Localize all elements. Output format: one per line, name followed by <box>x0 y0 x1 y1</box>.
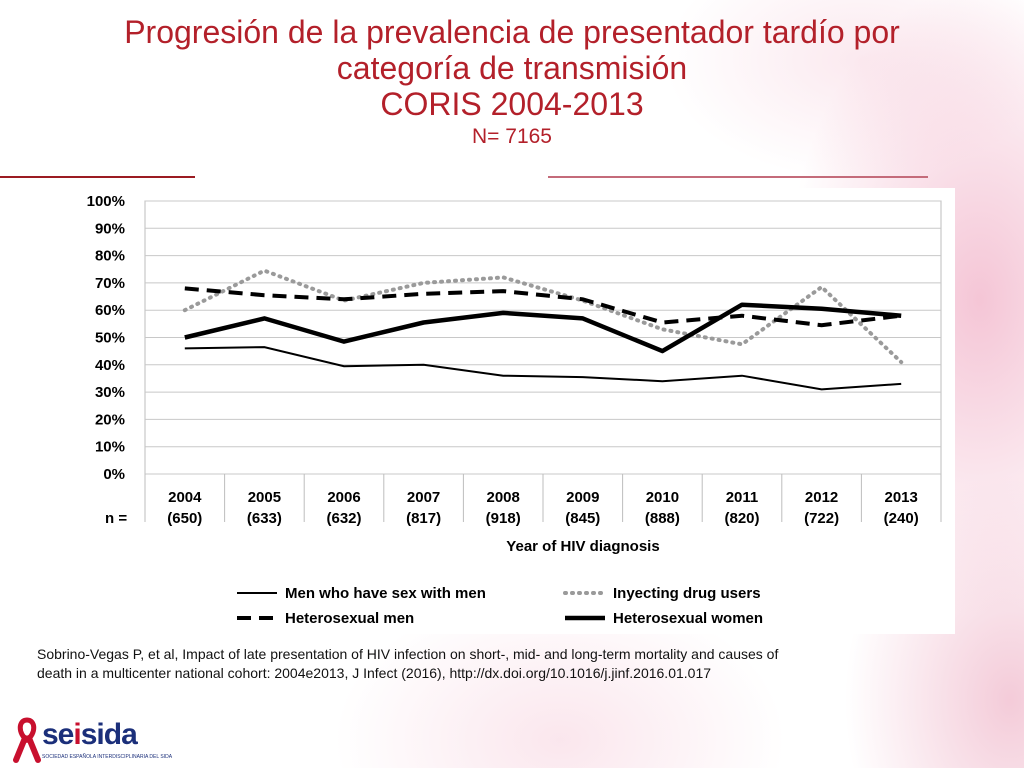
logo-subtext: SOCIEDAD ESPAÑOLA INTERDISCIPLINARIA DEL… <box>42 754 173 760</box>
chart-panel: 0% 10% 20% 30% 40% 50% 60% 70% 80% 90% 100% 2004 (65… <box>47 188 955 634</box>
n-prefix-label: n = <box>105 510 127 527</box>
x-tick-label: 2007 <box>407 489 440 506</box>
x-tick-label: 2010 <box>646 489 679 506</box>
series-line-3 <box>184 286 902 328</box>
y-tick-label: 20% <box>95 411 125 428</box>
x-axis-title: Year of HIV diagnosis <box>506 538 659 555</box>
x-tick-n-label: (817) <box>406 510 441 527</box>
logo-wordmark: seisida <box>42 718 138 752</box>
legend-label-4: Heterosexual women <box>613 610 763 627</box>
title-rule-right <box>548 176 928 178</box>
y-tick-label: 90% <box>95 220 125 237</box>
logo-text-part-1: se <box>42 718 74 751</box>
x-tick-n-label: (722) <box>804 510 839 527</box>
seisida-logo: seisida SOCIEDAD ESPAÑOLA INTERDISCIPLIN… <box>12 714 172 764</box>
slide-title: Progresión de la prevalencia de presenta… <box>0 14 1024 150</box>
x-tick-n-label: (632) <box>326 510 361 527</box>
citation: Sobrino-Vegas P, et al, Impact of late p… <box>37 645 967 683</box>
citation-line-2: death in a multicenter national cohort: … <box>37 665 712 681</box>
title-line-1: Progresión de la prevalencia de presenta… <box>124 14 900 50</box>
y-tick-label: 100% <box>87 193 125 210</box>
y-tick-label: 50% <box>95 330 125 347</box>
legend-label-3: Heterosexual men <box>285 610 414 627</box>
line-chart: 0% 10% 20% 30% 40% 50% 60% 70% 80% 90% 100% 2004 (65… <box>87 193 942 627</box>
x-tick-label: 2009 <box>566 489 599 506</box>
series-line-1 <box>184 346 902 391</box>
citation-line-1: Sobrino-Vegas P, et al, Impact of late p… <box>37 646 779 662</box>
x-tick-label: 2011 <box>726 489 759 506</box>
y-tick-label: 30% <box>95 384 125 401</box>
title-line-3: CORIS 2004-2013 <box>380 86 644 122</box>
logo-text-part-2: i <box>73 718 81 751</box>
x-tick-label: 2004 <box>168 489 202 506</box>
x-tick-n-label: (918) <box>486 510 521 527</box>
x-tick-label: 2013 <box>885 489 918 506</box>
x-tick-n-label: (240) <box>884 510 919 527</box>
y-tick-label: 70% <box>95 275 125 292</box>
x-tick-n-label: (888) <box>645 510 680 527</box>
legend-label-1: Men who have sex with men <box>285 585 486 602</box>
x-tick-n-label: (845) <box>565 510 600 527</box>
logo-text-part-3: sida <box>80 718 138 751</box>
series-line-4 <box>184 302 902 354</box>
x-tick-n-label: (650) <box>167 510 202 527</box>
red-ribbon-icon <box>13 717 41 763</box>
x-tick-label: 2008 <box>487 489 520 506</box>
sample-size-label: N= 7165 <box>472 125 552 148</box>
y-tick-label: 60% <box>95 302 125 319</box>
x-tick-n-label: (820) <box>724 510 759 527</box>
legend-label-2: Inyecting drug users <box>613 585 761 602</box>
y-tick-label: 40% <box>95 357 125 374</box>
y-tick-label: 10% <box>95 439 125 456</box>
series-line-2 <box>182 268 904 365</box>
title-rule-left <box>0 176 195 178</box>
title-line-2: categoría de transmisión <box>336 50 688 86</box>
x-tick-n-label: (633) <box>247 510 282 527</box>
y-tick-label: 0% <box>103 466 125 483</box>
y-tick-label: 80% <box>95 248 125 265</box>
x-tick-label: 2005 <box>248 489 281 506</box>
x-tick-label: 2012 <box>805 489 838 506</box>
x-tick-label: 2006 <box>327 489 360 506</box>
